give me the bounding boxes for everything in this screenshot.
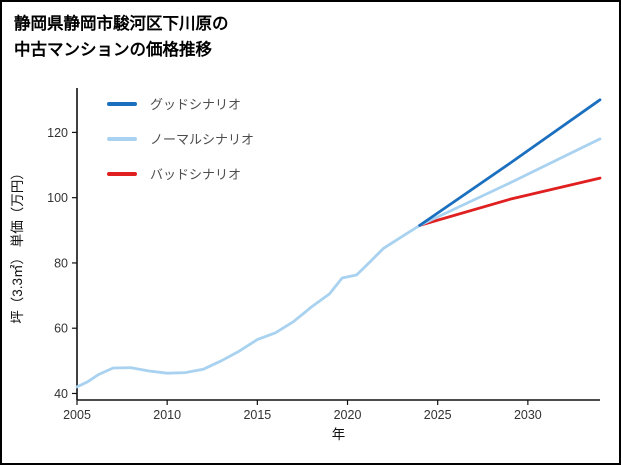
y-tick-label: 120 xyxy=(47,126,68,140)
x-tick-label: 2020 xyxy=(334,408,362,422)
legend-label-good: グッドシナリオ xyxy=(150,97,242,112)
y-tick-label: 80 xyxy=(54,256,68,270)
legend-label-bad: バッドシナリオ xyxy=(150,167,242,182)
y-tick-label: 100 xyxy=(47,191,68,205)
x-tick-label: 2025 xyxy=(424,408,452,422)
x-tick-label: 2030 xyxy=(514,408,542,422)
chart-title-line1: 静岡県静岡市駿河区下川原の xyxy=(14,15,229,33)
x-axis-title: 年 xyxy=(332,427,346,442)
legend-swatch-normal xyxy=(107,136,137,141)
legend-item-normal: ノーマルシナリオ xyxy=(107,129,254,148)
y-tick-label: 40 xyxy=(54,387,68,401)
series-normal-line xyxy=(418,137,602,227)
x-tick-label: 2005 xyxy=(63,408,91,422)
series-historical-line xyxy=(75,223,422,389)
series-bad-line xyxy=(418,176,602,227)
chart-title: 静岡県静岡市駿河区下川原の 中古マンションの価格推移 xyxy=(14,12,229,63)
legend-item-bad: バッドシナリオ xyxy=(107,164,254,183)
x-tick-label: 2015 xyxy=(243,408,271,422)
legend: グッドシナリオ ノーマルシナリオ バッドシナリオ xyxy=(107,94,254,183)
y-axis-title: 坪（3.3㎡） 単価（万円） xyxy=(10,166,25,324)
legend-item-good: グッドシナリオ xyxy=(107,94,254,113)
legend-swatch-bad xyxy=(107,171,137,176)
legend-label-normal: ノーマルシナリオ xyxy=(150,132,255,147)
legend-swatch-good xyxy=(107,101,137,106)
x-tick-label: 2010 xyxy=(153,408,181,422)
series-good-line xyxy=(418,98,602,227)
chart-title-line2: 中古マンションの価格推移 xyxy=(14,40,212,59)
y-tick-label: 60 xyxy=(54,322,68,336)
